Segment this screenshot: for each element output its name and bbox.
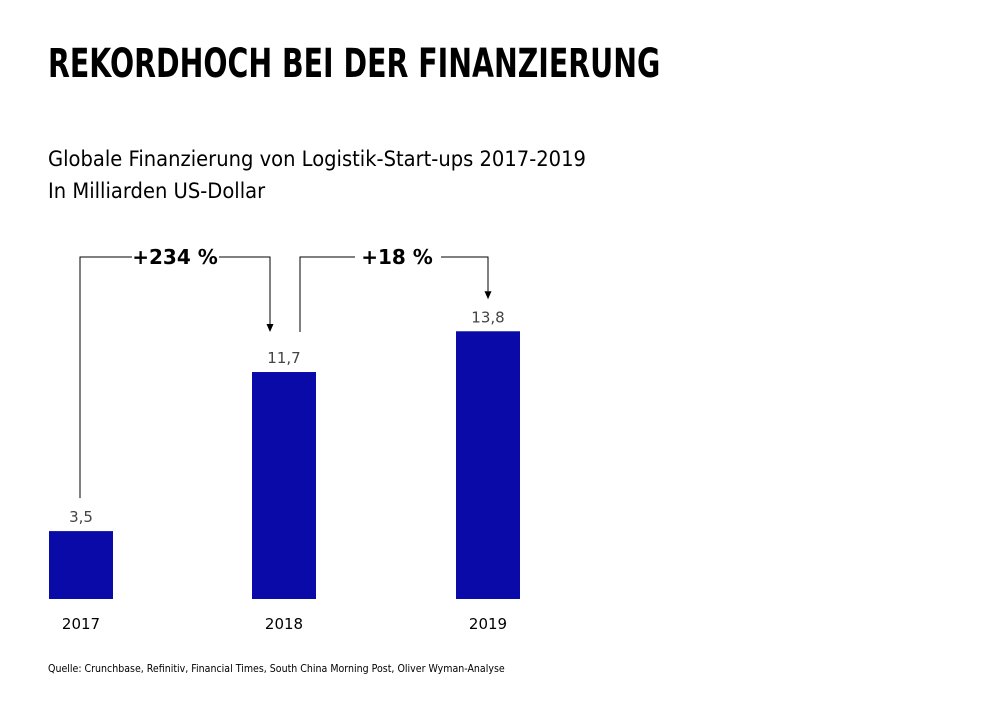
growth-label-2: +18 % — [361, 245, 433, 269]
growth-arrowhead-1 — [266, 324, 274, 333]
category-label-2018: 2018 — [265, 615, 303, 633]
growth-connector-left-1 — [79, 256, 132, 499]
growth-label-1: +234 % — [132, 245, 218, 269]
growth-connector-left-2 — [299, 256, 355, 333]
chart-subtitle: Globale Finanzierung von Logistik-Start-… — [48, 147, 586, 171]
bar-2018 — [252, 372, 316, 599]
category-label-2017: 2017 — [62, 615, 100, 633]
source-note: Quelle: Crunchbase, Refinitiv, Financial… — [48, 662, 505, 675]
growth-arrowhead-2 — [484, 291, 492, 300]
value-label-2018: 11,7 — [267, 349, 300, 367]
bar-2017 — [49, 531, 113, 599]
growth-connector-right-2 — [441, 256, 489, 292]
bar-2019 — [456, 331, 520, 599]
value-label-2019: 13,8 — [471, 308, 504, 326]
chart-title: REKORDHOCH BEI DER FINANZIERUNG — [48, 41, 661, 87]
value-label-2017: 3,5 — [69, 508, 93, 526]
growth-connector-right-1 — [219, 256, 271, 325]
chart-unit-label: In Milliarden US-Dollar — [48, 179, 266, 203]
category-label-2019: 2019 — [469, 615, 507, 633]
